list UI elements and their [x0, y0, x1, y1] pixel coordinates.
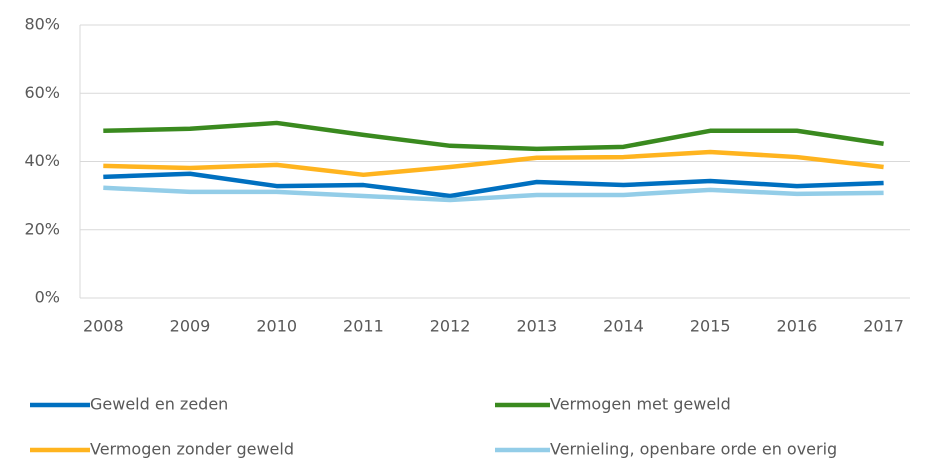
x-tick-label: 2013: [516, 317, 557, 336]
y-tick-label: 40%: [24, 151, 60, 170]
legend-label: Vermogen met geweld: [550, 395, 731, 414]
legend-label: Vermogen zonder geweld: [90, 440, 294, 459]
legend-label: Geweld en zeden: [90, 395, 228, 414]
y-tick-label: 80%: [24, 15, 60, 34]
series-line: [103, 149, 884, 178]
x-tick-label: 2017: [863, 317, 904, 336]
legend-label: Vernieling, openbare orde en overig: [550, 440, 837, 459]
series-line: [103, 120, 884, 152]
x-tick-label: 2014: [603, 317, 644, 336]
y-tick-label: 60%: [24, 83, 60, 102]
x-tick-label: 2009: [170, 317, 211, 336]
x-tick-label: 2008: [83, 317, 124, 336]
x-tick-label: 2016: [777, 317, 818, 336]
series-line: [103, 171, 884, 199]
y-tick-label: 0%: [35, 288, 60, 307]
x-tick-label: 2011: [343, 317, 384, 336]
x-tick-label: 2012: [430, 317, 471, 336]
x-tick-label: 2015: [690, 317, 731, 336]
x-tick-label: 2010: [256, 317, 297, 336]
series-line: [103, 185, 884, 203]
y-tick-label: 20%: [24, 219, 60, 238]
